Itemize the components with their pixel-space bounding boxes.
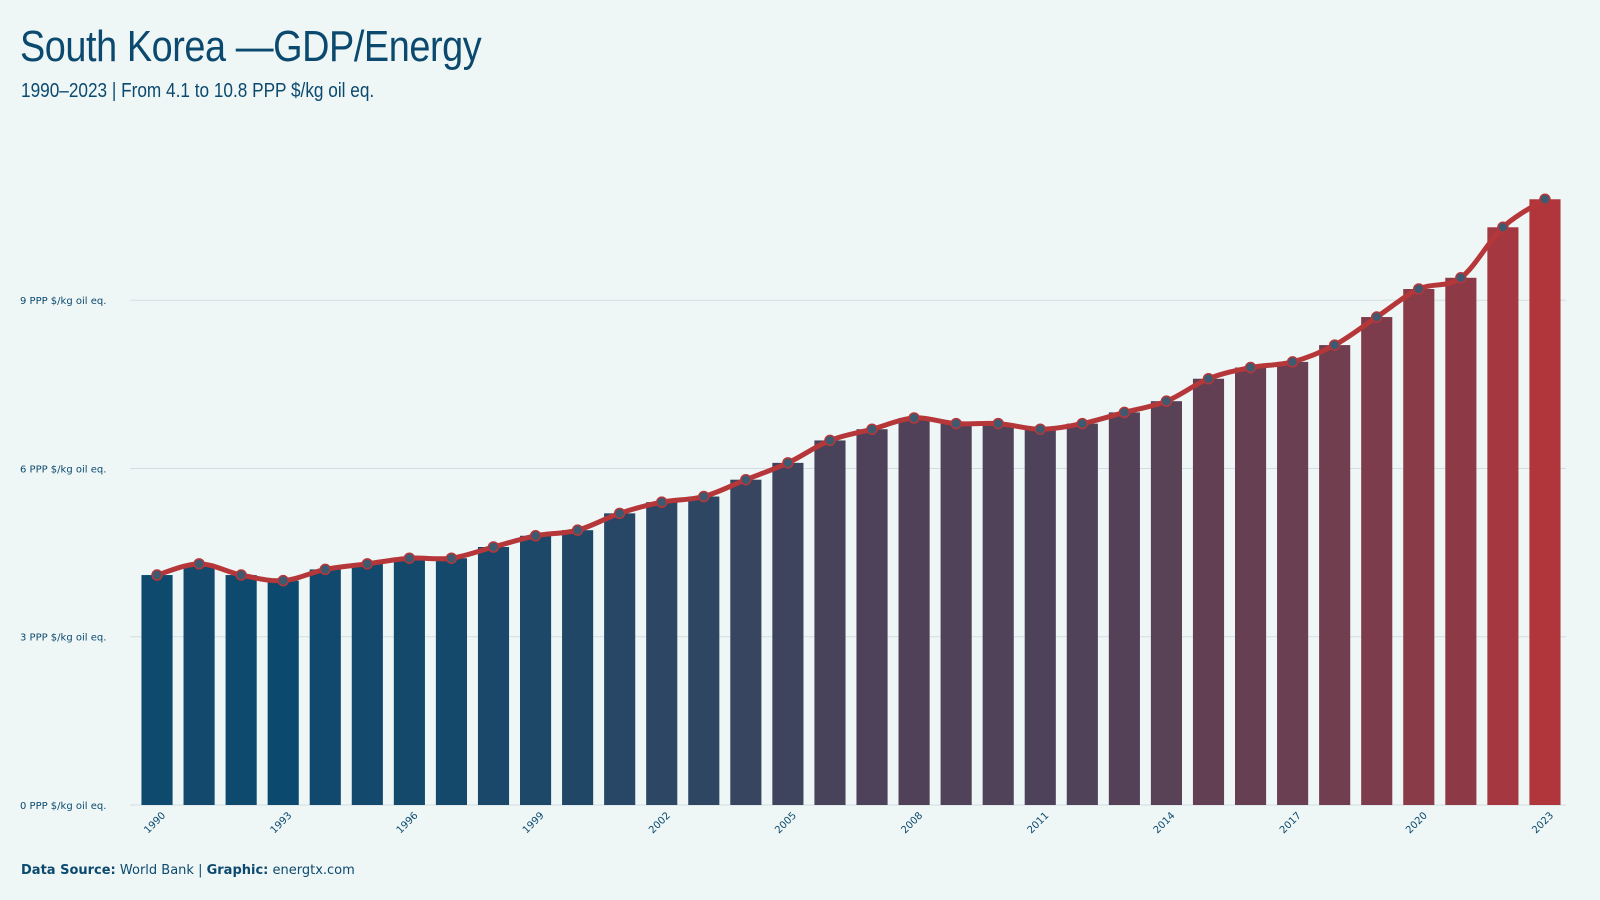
data-point bbox=[992, 417, 1004, 430]
data-point bbox=[1370, 311, 1383, 323]
series-line bbox=[154, 196, 1548, 584]
data-point bbox=[782, 457, 794, 469]
data-point bbox=[1455, 272, 1467, 284]
x-tick-label: 2020 bbox=[1404, 810, 1430, 836]
bar bbox=[351, 563, 383, 805]
data-point bbox=[866, 423, 878, 435]
footer: Data Source: World Bank | Graphic: energ… bbox=[21, 863, 355, 878]
data-point bbox=[319, 563, 332, 576]
bar bbox=[477, 547, 510, 805]
x-tick-label: 2017 bbox=[1278, 810, 1304, 836]
data-point bbox=[277, 574, 289, 587]
source-value: World Bank | bbox=[115, 863, 207, 878]
data-point bbox=[613, 507, 626, 520]
data-point bbox=[529, 530, 542, 542]
chart-subtitle: 1990–2023 | From 4.1 to 10.8 PPP $/kg oi… bbox=[21, 80, 375, 102]
data-point bbox=[1328, 339, 1341, 351]
data-point bbox=[740, 473, 752, 486]
x-tick-label: 2023 bbox=[1530, 810, 1556, 836]
bar bbox=[1150, 401, 1183, 805]
x-axis-ticks: 1990 1993 1996 1999 2002 2005 2008 2011 2014 2017… bbox=[142, 810, 1556, 836]
data-point bbox=[1034, 423, 1047, 435]
bar bbox=[1024, 429, 1056, 805]
bar bbox=[393, 558, 425, 805]
data-point bbox=[193, 558, 205, 570]
bar bbox=[1108, 412, 1140, 805]
data-point bbox=[824, 434, 836, 447]
data-point bbox=[403, 552, 416, 564]
bar bbox=[1192, 378, 1225, 805]
x-tick-label: 1996 bbox=[395, 810, 421, 836]
y-axis-ticks: 0 PPP $/kg oil eq. 3 PPP $/kg oil eq. 6 PP… bbox=[20, 296, 106, 812]
bars bbox=[141, 199, 1561, 806]
data-point bbox=[1160, 395, 1173, 407]
bar bbox=[309, 569, 341, 805]
bar bbox=[646, 502, 678, 805]
data-point bbox=[1413, 283, 1425, 295]
x-tick-label: 2005 bbox=[773, 810, 799, 836]
x-tick-label: 2014 bbox=[1152, 810, 1178, 836]
x-tick-label: 1993 bbox=[269, 810, 295, 836]
data-point bbox=[487, 541, 500, 553]
graphic-label: Graphic: bbox=[206, 863, 269, 878]
bar bbox=[1445, 277, 1477, 806]
data-point bbox=[235, 569, 247, 581]
data-point bbox=[655, 496, 668, 508]
bar bbox=[982, 423, 1014, 805]
data-point bbox=[571, 524, 584, 536]
bar bbox=[435, 558, 468, 805]
bar bbox=[1319, 345, 1351, 805]
bar bbox=[856, 429, 888, 805]
graphic-value: energtx.com bbox=[268, 863, 355, 878]
chart-title: South Korea —GDP/Energy bbox=[20, 22, 482, 71]
data-point bbox=[1244, 361, 1257, 374]
bar bbox=[772, 462, 804, 805]
data-point bbox=[908, 412, 920, 424]
bar bbox=[1529, 199, 1561, 805]
data-point bbox=[1118, 406, 1131, 419]
data-point bbox=[1286, 356, 1299, 368]
bar bbox=[814, 440, 846, 805]
bar bbox=[1234, 367, 1267, 805]
bar bbox=[562, 530, 594, 805]
bar bbox=[1487, 227, 1519, 806]
data-point bbox=[1539, 193, 1551, 206]
bar bbox=[519, 535, 552, 805]
data-point bbox=[151, 569, 163, 581]
data-point bbox=[1076, 417, 1089, 430]
y-tick-label: 3 PPP $/kg oil eq. bbox=[20, 633, 106, 644]
y-tick-label: 9 PPP $/kg oil eq. bbox=[20, 296, 106, 307]
x-tick-label: 1999 bbox=[521, 810, 547, 836]
data-point bbox=[445, 552, 458, 564]
x-tick-label: 2002 bbox=[647, 810, 673, 836]
bar bbox=[1403, 289, 1435, 805]
bar bbox=[1066, 423, 1098, 805]
bar bbox=[225, 575, 257, 805]
bar bbox=[267, 580, 299, 805]
bar bbox=[1361, 317, 1393, 805]
data-point bbox=[950, 417, 962, 430]
x-tick-label: 2008 bbox=[899, 810, 925, 836]
bar bbox=[141, 575, 173, 805]
bar bbox=[940, 423, 972, 805]
bar bbox=[898, 418, 930, 805]
x-tick-label: 1990 bbox=[142, 810, 168, 836]
source-label: Data Source: bbox=[21, 863, 116, 878]
y-tick-label: 6 PPP $/kg oil eq. bbox=[20, 464, 106, 475]
line-markers bbox=[151, 193, 1551, 587]
bar bbox=[183, 563, 215, 805]
data-point bbox=[1202, 372, 1215, 385]
bar bbox=[1277, 361, 1309, 805]
data-point bbox=[1497, 221, 1509, 234]
x-tick-label: 2011 bbox=[1026, 810, 1052, 836]
trend-line bbox=[154, 196, 1548, 584]
y-tick-label: 0 PPP $/kg oil eq. bbox=[20, 801, 106, 812]
bar bbox=[604, 513, 636, 805]
grid-lines bbox=[130, 299, 1566, 806]
data-point bbox=[698, 490, 710, 503]
data-point bbox=[361, 558, 374, 570]
bar bbox=[688, 496, 720, 805]
bar bbox=[730, 479, 762, 805]
